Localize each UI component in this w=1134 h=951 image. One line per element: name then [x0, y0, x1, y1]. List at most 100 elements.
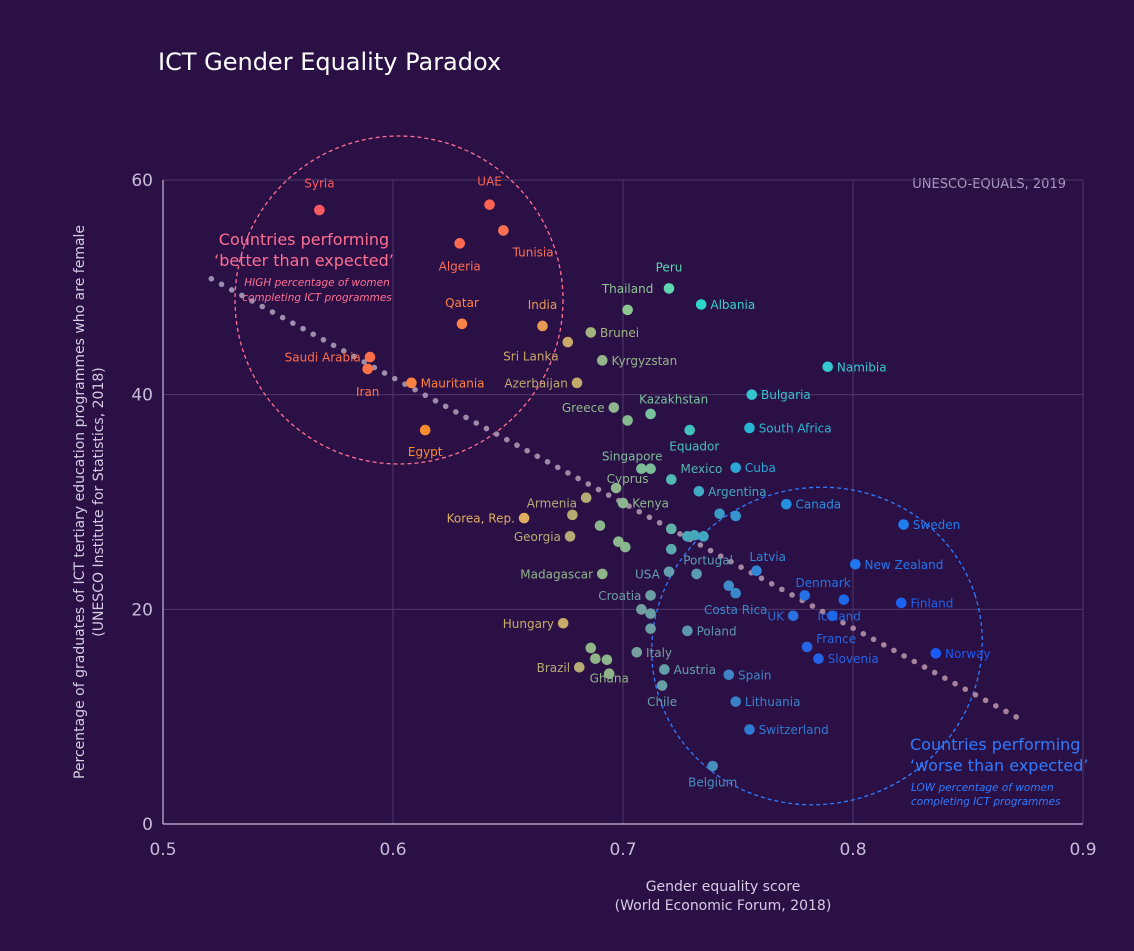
point-latvia: [751, 565, 762, 576]
point-label: Peru: [656, 260, 683, 274]
point-armenia: [580, 492, 592, 504]
source-note: UNESCO-EQUALS, 2019: [912, 177, 1066, 192]
point-bulgaria: [746, 389, 758, 400]
point-sri-lanka: [562, 336, 574, 348]
point-thailand: [622, 304, 633, 316]
point-unlabeled-46: [666, 543, 677, 555]
point-label: Thailand: [601, 282, 654, 296]
point-label: Saudi Arabia: [285, 351, 361, 365]
better-annotation-note: HIGH percentage of women: [244, 277, 390, 289]
x-tick-label: 0.6: [379, 840, 406, 860]
point-label: UAE: [477, 175, 502, 189]
worse-annotation-note: completing ICT programmes: [911, 796, 1061, 808]
better-than-expected-circle: [234, 135, 564, 465]
point-label: Kyrgyzstan: [612, 354, 678, 368]
point-label: Italy: [646, 646, 672, 660]
point-label: Denmark: [796, 576, 851, 590]
point-label: Latvia: [750, 550, 787, 564]
point-label: Lithuania: [745, 695, 801, 709]
point-unlabeled-53: [723, 580, 735, 592]
point-label: Korea, Rep.: [447, 512, 515, 526]
point-label: Finland: [911, 596, 954, 610]
point-syria: [314, 204, 325, 216]
point-mauritania: [406, 377, 417, 389]
point-label: Tunisia: [512, 245, 554, 259]
point-qatar: [456, 318, 468, 330]
point-unlabeled-71: [601, 654, 613, 666]
point-chile: [656, 680, 668, 691]
point-label: Cyprus: [607, 472, 649, 486]
point-unlabeled-43: [698, 531, 709, 542]
point-equador: [684, 424, 695, 436]
point-slovenia: [813, 653, 824, 665]
point-kenya: [617, 497, 629, 509]
point-label: Austria: [674, 663, 716, 677]
point-italy: [631, 646, 643, 658]
point-label: Kazakhstan: [639, 392, 708, 406]
point-austria: [659, 664, 670, 675]
point-label: Ghana: [590, 672, 629, 686]
point-unlabeled-58: [636, 604, 647, 615]
point-unlabeled-39: [666, 523, 677, 535]
point-label: Belgium: [688, 776, 737, 790]
point-unlabeled-59: [645, 608, 656, 619]
point-kyrgyzstan: [597, 355, 608, 366]
point-label: Argentina: [708, 485, 767, 499]
point-label: Greece: [562, 401, 605, 415]
x-tick-label: 0.8: [839, 840, 866, 860]
point-label: Armenia: [527, 497, 577, 511]
point-label: Syria: [304, 177, 334, 191]
point-south-africa: [744, 422, 755, 434]
point-unlabeled-34: [567, 509, 578, 521]
point-unlabeled-25: [645, 463, 656, 475]
point-label: Iran: [356, 385, 379, 399]
y-tick-label: 20: [131, 600, 153, 620]
point-india: [537, 320, 548, 332]
point-france: [801, 641, 813, 653]
point-albania: [695, 299, 707, 310]
point-unlabeled-42: [689, 529, 700, 541]
point-label: Croatia: [598, 589, 641, 603]
point-unlabeled-35: [714, 508, 725, 520]
x-axis-title: Gender equality score: [646, 879, 801, 895]
point-label: Cuba: [745, 461, 776, 475]
point-kazakhstan: [645, 408, 656, 420]
y-tick-label: 0: [142, 815, 153, 835]
point-canada: [781, 498, 792, 510]
point-unlabeled-56: [838, 594, 850, 605]
point-unlabeled-45: [620, 541, 631, 553]
point-label: Brazil: [537, 661, 571, 675]
point-label: Qatar: [445, 296, 479, 310]
point-algeria: [454, 238, 466, 249]
point-madagascar: [597, 568, 608, 580]
annotation-shapes: [234, 135, 983, 806]
point-label: Georgia: [514, 530, 561, 544]
point-korea-rep-: [518, 512, 530, 524]
point-costa-rica: [730, 587, 741, 599]
point-cyprus: [610, 482, 622, 494]
point-uae: [484, 199, 495, 210]
point-label: Albania: [710, 298, 755, 312]
point-label: UK: [767, 609, 785, 623]
x-tick-label: 0.5: [149, 840, 176, 860]
point-labels: Syria UAE Tunisia Algeria Qatar India Saudi Ar…: [285, 175, 991, 790]
point-unlabeled-63: [645, 623, 656, 634]
point-saudi-arabia: [364, 351, 376, 363]
chart-title: ICT Gender Equality Paradox: [158, 48, 501, 76]
point-mexico: [666, 474, 677, 485]
point-label: Spain: [738, 668, 772, 682]
point-label: Azerbaijan: [504, 376, 567, 390]
point-label: South Africa: [759, 421, 832, 435]
worse-annotation-title: ‘worse than expected’: [910, 756, 1088, 775]
point-norway: [930, 648, 942, 659]
point-uk: [787, 610, 799, 622]
y-axis-title: Percentage of graduates of ICT tertiary …: [72, 225, 88, 779]
point-label: Iceland: [817, 609, 860, 623]
point-label: Algeria: [439, 259, 481, 273]
y-axis-title: (UNESCO Institute for Statistics, 2018): [91, 367, 107, 636]
point-peru: [663, 283, 675, 294]
point-label: Equador: [669, 440, 719, 454]
point-label: Poland: [697, 624, 737, 638]
point-cuba: [730, 462, 741, 473]
